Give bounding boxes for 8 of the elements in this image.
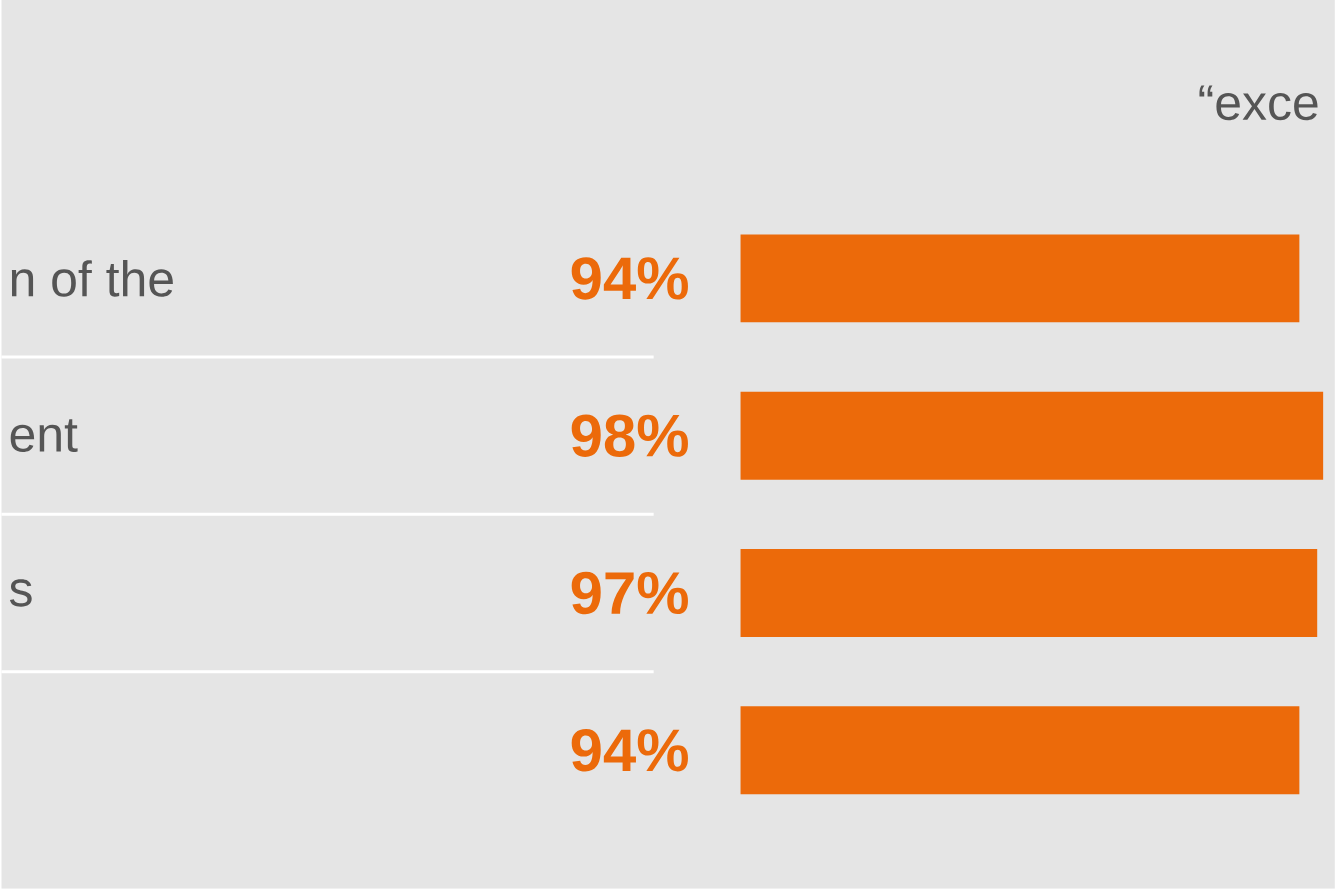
data-label: 98% (571, 414, 688, 457)
y-tick-label: n of the (11, 260, 173, 297)
y-tick-label: s (9, 579, 32, 607)
text: “exce (1199, 85, 1318, 121)
y-tick-label: ent (10, 419, 78, 453)
data-label: 97% (571, 571, 688, 615)
data-label: 94% (571, 257, 688, 300)
data-label: 94% (571, 729, 688, 772)
